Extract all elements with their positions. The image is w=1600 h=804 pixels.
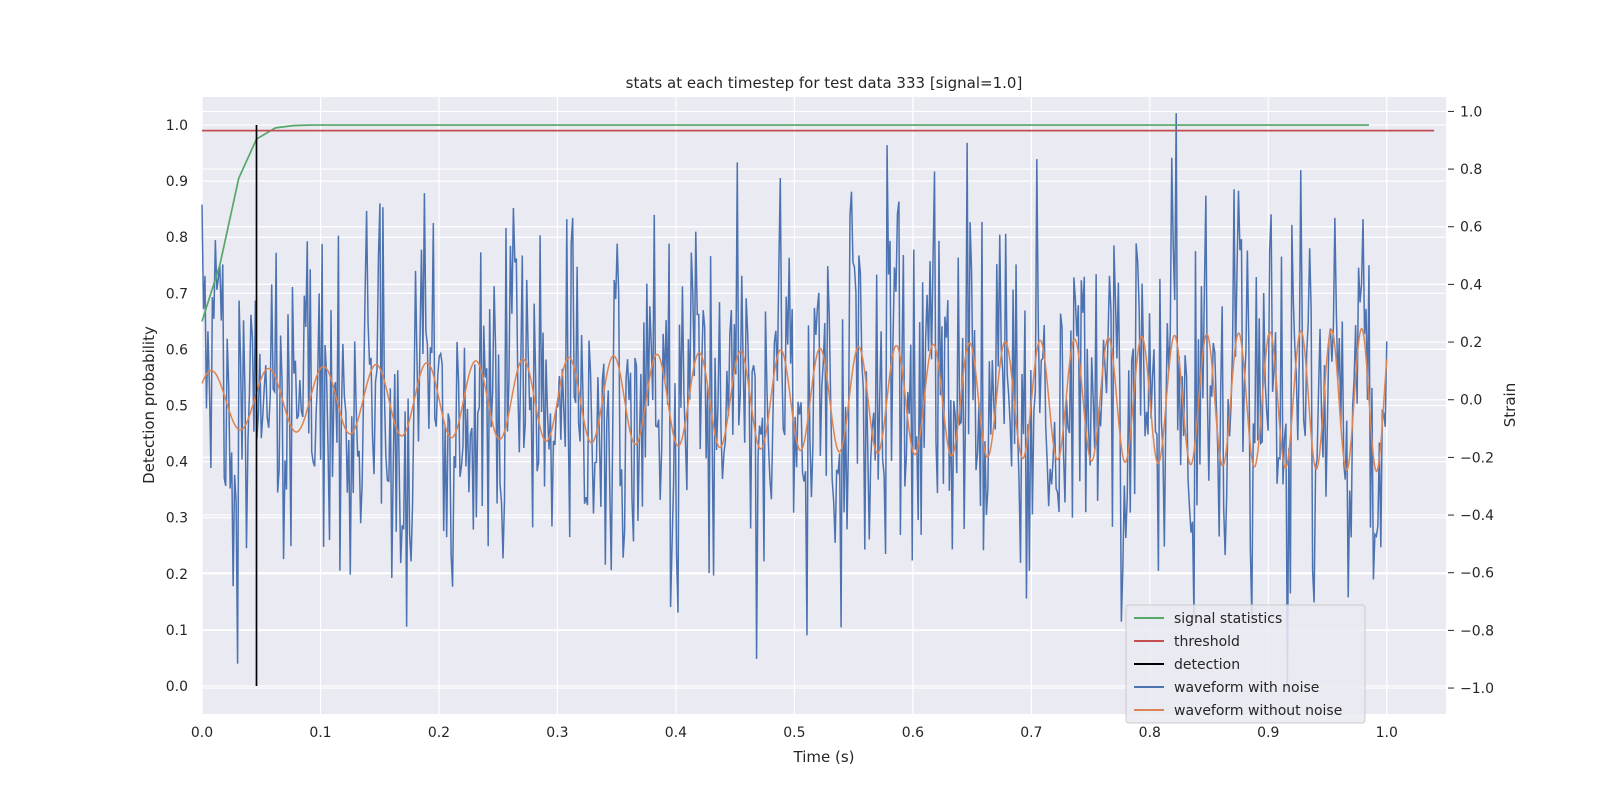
legend-label-detection: detection <box>1174 657 1240 673</box>
series-signal-statistics <box>201 124 1369 322</box>
x-tick-label: 0.0 <box>191 725 213 741</box>
x-tick-label: 1.0 <box>1376 725 1398 741</box>
legend-label-signal-statistics: signal statistics <box>1174 611 1282 627</box>
x-axis-label: Time (s) <box>793 748 855 766</box>
series-layer <box>201 113 1435 689</box>
y2-tick-label: −0.2 <box>1460 450 1494 466</box>
left-axis: 0.0 0.1 0.2 0.3 0.4 0.5 0.6 0.7 0.8 0.9 1.0 <box>166 118 188 695</box>
x-tick-label: 0.2 <box>428 725 450 741</box>
y2-tick-label: 0.4 <box>1460 277 1482 293</box>
legend-box <box>1125 604 1366 724</box>
y2-tick-label: −0.6 <box>1460 566 1494 582</box>
chart-title: stats at each timestep for test data 333… <box>626 74 1023 92</box>
bottom-axis: 0.0 0.1 0.2 0.3 0.4 0.5 0.6 0.7 0.8 0.9 1.0 <box>191 725 1398 741</box>
y-tick-label: 0.8 <box>166 230 188 246</box>
y2-tick-label: 0.6 <box>1460 220 1482 236</box>
y2-tick-label: 0.8 <box>1460 162 1482 178</box>
y-tick-label: 0.1 <box>166 623 188 639</box>
legend-label-waveform-without-noise: waveform without noise <box>1174 703 1342 719</box>
legend-label-threshold: threshold <box>1174 634 1240 650</box>
series-waveform-with-noise <box>201 113 1388 689</box>
x-tick-label: 0.9 <box>1257 725 1279 741</box>
x-tick-label: 0.1 <box>309 725 331 741</box>
y-tick-label: 0.6 <box>166 342 188 358</box>
y-tick-label: 0.3 <box>166 511 188 527</box>
y2-tick-label: 1.0 <box>1460 104 1482 120</box>
right-axis: −1.0 −0.8 −0.6 −0.4 −0.2 0.0 0.2 0.4 0.6 0.8 1.0 <box>1448 104 1494 697</box>
y-tick-label: 0.7 <box>166 286 188 302</box>
x-tick-label: 0.5 <box>783 725 805 741</box>
x-tick-label: 0.7 <box>1020 725 1042 741</box>
y2-tick-label: −0.4 <box>1460 508 1494 524</box>
y-tick-label: 0.0 <box>166 679 188 695</box>
y-tick-label: 0.2 <box>166 567 188 583</box>
y-tick-label: 1.0 <box>166 118 188 134</box>
x-tick-label: 0.8 <box>1139 725 1161 741</box>
y-tick-label: 0.9 <box>166 174 188 190</box>
y2-tick-label: 0.0 <box>1460 393 1482 409</box>
y-tick-label: 0.5 <box>166 399 188 415</box>
y2-tick-label: 0.2 <box>1460 335 1482 351</box>
x-tick-label: 0.3 <box>546 725 568 741</box>
series-waveform-without-noise <box>201 327 1388 473</box>
y2-axis-label: Strain <box>1501 383 1519 427</box>
y-tick-label: 0.4 <box>166 455 188 471</box>
y2-tick-label: −0.8 <box>1460 623 1494 639</box>
y-axis-label: Detection probability <box>140 326 158 484</box>
x-tick-label: 0.4 <box>665 725 687 741</box>
legend-label-waveform-with-noise: waveform with noise <box>1174 680 1319 696</box>
x-tick-label: 0.6 <box>902 725 924 741</box>
y2-tick-label: −1.0 <box>1460 681 1494 697</box>
legend: signal statistics threshold detection wa… <box>1125 604 1366 724</box>
